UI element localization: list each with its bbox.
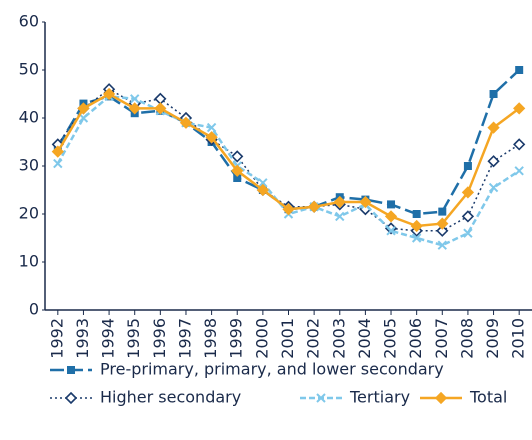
y-tick-label: 0 [29, 300, 39, 319]
marker [231, 150, 244, 163]
x-tick-label: 2001 [278, 318, 297, 359]
marker [205, 131, 218, 144]
marker [256, 183, 269, 197]
x-tick-label: 2004 [355, 318, 374, 359]
x-tick-label: 1996 [150, 318, 169, 359]
marker [461, 210, 475, 223]
x-tick-label: 1995 [124, 318, 143, 359]
x-tick-label: 2006 [406, 318, 425, 359]
legend-label: Total [469, 388, 507, 407]
y-tick-label: 40 [19, 108, 39, 127]
marker [53, 158, 63, 169]
x-tick-label: 1998 [201, 318, 220, 359]
marker [487, 121, 500, 134]
legend-marker [434, 391, 448, 405]
marker [386, 226, 396, 236]
marker [489, 90, 498, 98]
marker [154, 102, 167, 115]
marker [487, 155, 500, 168]
x-tick-label: 2003 [329, 318, 348, 359]
marker [179, 116, 193, 129]
legend-label: Higher secondary [100, 388, 241, 407]
marker [308, 200, 321, 213]
legend-marker [64, 391, 78, 405]
marker [335, 211, 345, 222]
marker [488, 182, 499, 193]
x-tick-label: 2009 [483, 318, 502, 359]
marker [515, 66, 524, 74]
y-tick-label: 10 [19, 252, 39, 271]
marker [463, 162, 472, 170]
x-tick-label: 1992 [47, 318, 66, 359]
marker [128, 102, 141, 115]
marker [233, 174, 242, 182]
y-tick-label: 30 [19, 156, 39, 175]
x-tick-label: 1999 [227, 318, 246, 359]
marker [77, 102, 90, 115]
y-tick-label: 50 [19, 60, 39, 79]
marker [130, 94, 140, 104]
x-tick-label: 1993 [73, 318, 92, 359]
y-tick-label: 20 [19, 204, 39, 223]
marker [513, 138, 526, 151]
marker [231, 164, 244, 177]
x-tick-label: 1994 [99, 318, 118, 359]
x-tick-label: 2010 [509, 318, 528, 359]
x-tick-label: 2005 [381, 318, 400, 359]
legend-marker [316, 393, 326, 403]
marker [384, 210, 398, 223]
marker [514, 166, 524, 176]
marker [411, 233, 422, 243]
y-tick-label: 60 [19, 12, 39, 31]
marker [333, 195, 346, 209]
marker [412, 210, 421, 218]
x-tick-label: 2007 [432, 318, 451, 359]
marker [51, 145, 64, 158]
marker [436, 217, 449, 230]
marker [359, 195, 372, 209]
legend-label: Pre-primary, primary, and lower secondar… [100, 360, 444, 379]
marker [436, 224, 449, 237]
x-tick-label: 2008 [457, 318, 476, 359]
x-tick-label: 1997 [175, 318, 194, 359]
marker [258, 178, 268, 188]
x-tick-label: 2000 [252, 318, 271, 359]
marker [410, 219, 423, 233]
marker [282, 203, 295, 216]
marker [438, 207, 447, 216]
series-line [56, 69, 521, 216]
marker [513, 102, 526, 115]
marker [387, 200, 396, 209]
marker [437, 240, 447, 250]
legend-label: Tertiary [349, 388, 410, 407]
series-line [56, 95, 520, 247]
x-tick-label: 2002 [304, 318, 323, 359]
marker [102, 87, 116, 101]
marker [461, 186, 475, 199]
marker [463, 228, 473, 238]
legend-marker [67, 366, 75, 374]
marker [206, 122, 217, 133]
